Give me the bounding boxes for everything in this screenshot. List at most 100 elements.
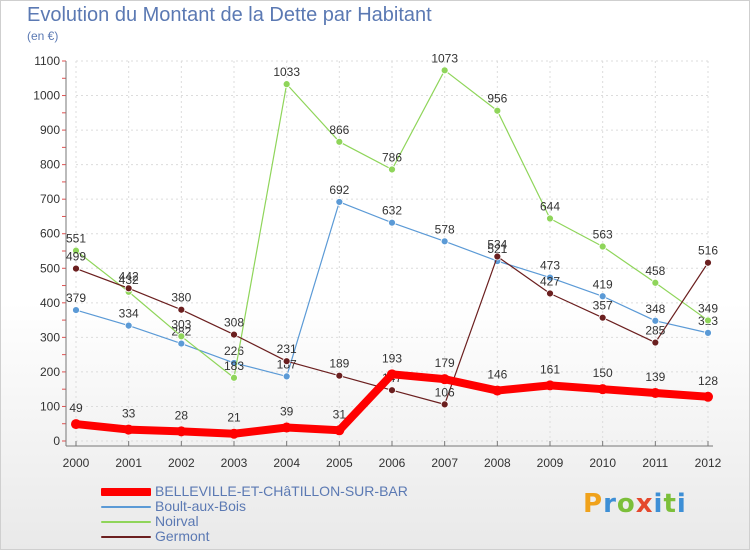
data-point (229, 428, 239, 439)
data-label: 534 (487, 238, 507, 252)
data-label: 516 (698, 244, 718, 258)
data-label: 139 (645, 370, 665, 384)
data-label: 866 (329, 123, 349, 137)
data-point (492, 385, 503, 396)
data-point (546, 214, 554, 223)
data-label: 334 (119, 307, 139, 321)
data-label: 189 (329, 357, 349, 371)
x-tick-label: 2002 (168, 456, 195, 470)
data-label: 28 (175, 408, 189, 422)
x-tick-label: 2007 (431, 456, 458, 470)
data-point (124, 321, 133, 330)
y-tick-label: 1100 (34, 54, 60, 68)
data-label: 49 (69, 401, 83, 415)
data-label: 285 (645, 324, 665, 338)
data-point (598, 313, 607, 322)
x-tick-label: 2010 (589, 456, 616, 470)
data-point (282, 80, 291, 89)
data-point (704, 328, 712, 337)
data-label: 380 (171, 291, 191, 305)
data-label: 33 (122, 407, 136, 421)
data-label: 226 (224, 344, 244, 358)
data-point (651, 338, 660, 347)
data-point (597, 384, 608, 395)
data-point (282, 372, 291, 381)
x-tick-label: 2000 (63, 456, 90, 470)
data-label: 442 (119, 269, 139, 283)
data-label: 39 (280, 405, 294, 419)
data-label: 432 (119, 273, 139, 287)
data-point (388, 165, 396, 174)
data-point (650, 387, 661, 398)
data-label: 31 (333, 407, 347, 421)
data-point (388, 218, 396, 227)
data-point (72, 306, 80, 314)
data-label: 379 (66, 291, 86, 305)
data-label: 551 (66, 232, 86, 246)
x-tick-label: 2008 (484, 456, 511, 470)
data-label: 473 (540, 259, 560, 273)
y-tick-label: 700 (40, 192, 60, 206)
data-label: 632 (382, 204, 402, 218)
chart-title: Evolution du Montant de la Dette par Hab… (27, 4, 432, 26)
legend-swatch (101, 488, 151, 496)
data-label: 956 (487, 92, 507, 106)
data-label: 193 (382, 351, 402, 365)
data-label: 282 (171, 325, 191, 339)
data-label: 692 (329, 183, 349, 197)
data-point (334, 425, 345, 436)
x-tick-label: 2001 (115, 456, 142, 470)
data-point (440, 66, 449, 75)
data-point (335, 371, 344, 380)
data-label: 357 (593, 299, 613, 313)
data-label: 128 (698, 374, 718, 388)
data-point (598, 292, 607, 301)
data-point (493, 252, 502, 261)
data-label: 146 (487, 368, 507, 382)
y-tick-label: 800 (40, 158, 60, 172)
data-label: 427 (540, 274, 560, 288)
x-tick-label: 2011 (642, 456, 668, 470)
x-tick-label: 2005 (326, 456, 353, 470)
data-label: 303 (171, 317, 191, 331)
data-point (177, 339, 186, 348)
data-point (335, 198, 344, 206)
data-label: 349 (698, 301, 718, 315)
data-point (651, 316, 660, 325)
data-label: 150 (593, 366, 613, 380)
data-point (177, 332, 186, 341)
data-point (71, 419, 81, 430)
data-point (335, 137, 344, 146)
x-tick-label: 2006 (379, 456, 406, 470)
y-tick-label: 400 (40, 296, 60, 310)
x-tick-label: 2012 (695, 456, 722, 470)
legend-label: Noirval (155, 513, 199, 529)
data-label: 161 (540, 362, 560, 376)
data-label: 231 (277, 342, 297, 356)
x-tick-label: 2004 (273, 456, 300, 470)
data-label: 499 (66, 250, 86, 264)
data-point (72, 246, 80, 255)
data-label: 183 (224, 359, 244, 373)
data-label: 521 (487, 242, 507, 256)
data-point (704, 316, 712, 325)
data-point (440, 237, 449, 246)
data-label: 644 (540, 200, 560, 214)
y-tick-label: 500 (40, 261, 60, 275)
legend-label: BELLEVILLE-ET-CHâTILLON-SUR-BAR (155, 483, 408, 499)
data-point (281, 422, 292, 433)
data-point (439, 374, 450, 385)
data-point (440, 400, 449, 409)
brand-logo: Proxiti (583, 489, 687, 519)
y-tick-label: 1000 (33, 89, 60, 103)
data-label: 106 (435, 385, 455, 399)
unit-label: (en €) (27, 29, 59, 43)
data-label: 458 (645, 264, 665, 278)
data-point (651, 278, 660, 287)
data-point (282, 357, 291, 366)
legend-label: Germont (155, 528, 210, 544)
x-tick-label: 2003 (221, 456, 248, 470)
data-point (545, 380, 555, 391)
